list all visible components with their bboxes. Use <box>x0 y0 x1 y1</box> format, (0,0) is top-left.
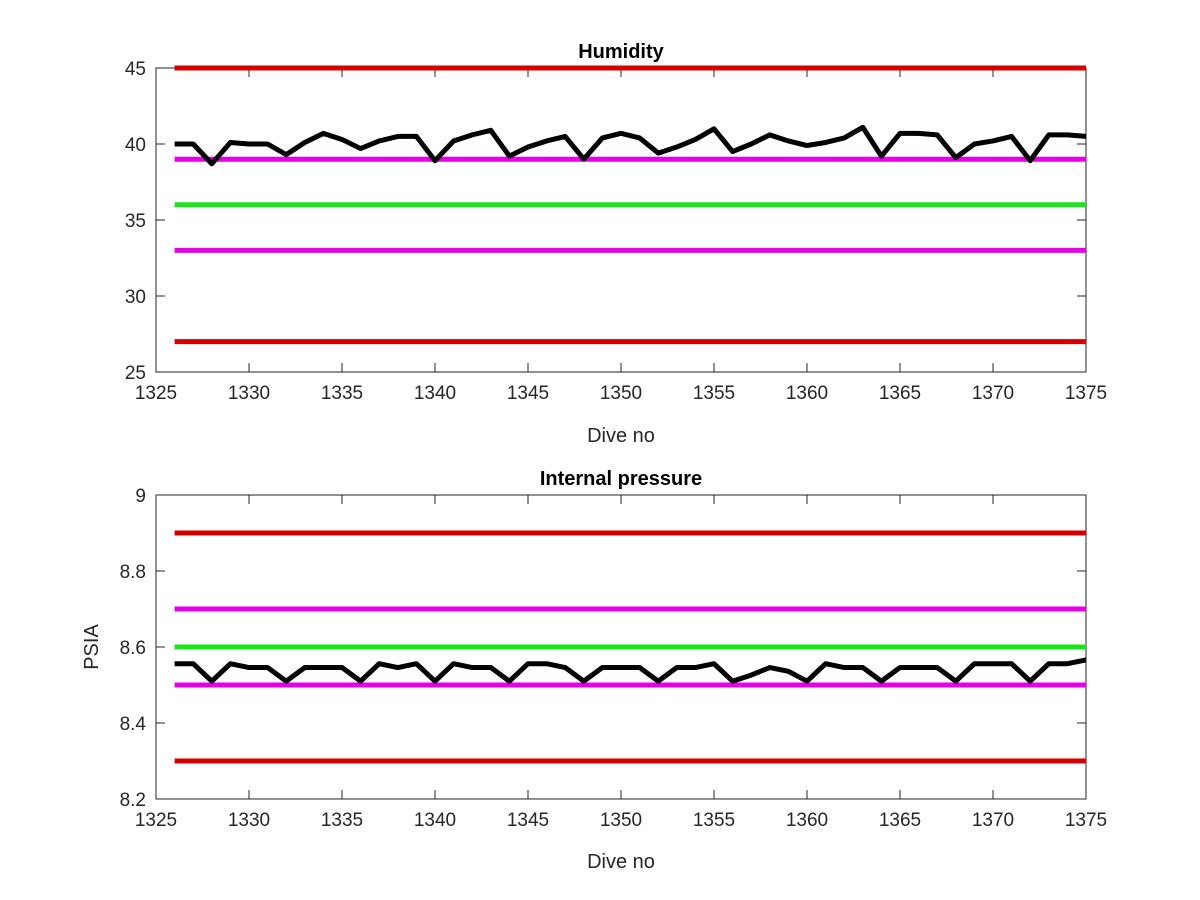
internal-pressure-x-tick-label: 1345 <box>507 810 549 831</box>
humidity-x-tick-label: 1350 <box>600 383 642 404</box>
humidity-y-tick-label: 40 <box>125 135 146 156</box>
internal-pressure-x-tick-label: 1325 <box>135 810 177 831</box>
internal-pressure-x-tick-label: 1330 <box>228 810 270 831</box>
internal-pressure-y-tick-label: 8.2 <box>120 790 146 811</box>
internal-pressure-y-tick-label: 8.6 <box>120 638 146 659</box>
humidity-x-tick-label: 1325 <box>135 383 177 404</box>
internal-pressure-ticks: 1325 1330 1335 1340 1345 1350 1355 1360 1365 1370… <box>120 486 1108 831</box>
humidity-y-tick-label: 30 <box>125 287 146 308</box>
humidity-y-tick-label: 45 <box>125 59 146 80</box>
humidity-x-tick-label: 1360 <box>786 383 828 404</box>
humidity-y-tick-label: 25 <box>125 363 146 384</box>
humidity-x-tick-label: 1370 <box>972 383 1014 404</box>
internal-pressure-y-tick-label: 8.8 <box>120 562 146 583</box>
internal-pressure-x-tick-label: 1360 <box>786 810 828 831</box>
humidity-axes-box <box>155 67 1087 373</box>
humidity-chart: 1325 1330 1335 1340 1345 1350 1355 1360 1365 1370… <box>125 41 1107 447</box>
humidity-x-tick-label: 1330 <box>228 383 270 404</box>
humidity-x-tick-label: 1355 <box>693 383 735 404</box>
humidity-x-tick-label: 1335 <box>321 383 363 404</box>
internal-pressure-x-tick-label: 1340 <box>414 810 456 831</box>
humidity-x-tick-label: 1375 <box>1065 383 1107 404</box>
humidity-x-tick-label: 1365 <box>879 383 921 404</box>
humidity-y-tick-label: 35 <box>125 211 146 232</box>
internal-pressure-y-tick-label: 9 <box>135 486 146 507</box>
internal-pressure-x-tick-label: 1370 <box>972 810 1014 831</box>
internal-pressure-data-line <box>174 657 1087 684</box>
humidity-series <box>174 65 1087 345</box>
internal-pressure-x-tick-label: 1355 <box>693 810 735 831</box>
internal-pressure-x-tick-label: 1375 <box>1065 810 1107 831</box>
internal-pressure-x-tick-label: 1365 <box>879 810 921 831</box>
humidity-title: Humidity <box>578 41 664 63</box>
internal-pressure-title: Internal pressure <box>540 468 702 490</box>
humidity-data-line <box>174 124 1087 167</box>
humidity-x-tick-label: 1340 <box>414 383 456 404</box>
internal-pressure-series <box>174 530 1087 764</box>
internal-pressure-x-tick-label: 1335 <box>321 810 363 831</box>
internal-pressure-x-tick-label: 1350 <box>600 810 642 831</box>
internal-pressure-x-axis-label: Dive no <box>587 851 655 873</box>
internal-pressure-y-tick-label: 8.4 <box>120 714 147 735</box>
humidity-ticks: 1325 1330 1335 1340 1345 1350 1355 1360 1365 1370… <box>125 59 1107 404</box>
internal-pressure-chart: 1325 1330 1335 1340 1345 1350 1355 1360 1365 1370… <box>81 468 1107 873</box>
humidity-x-tick-label: 1345 <box>507 383 549 404</box>
internal-pressure-y-axis-label: PSIA <box>81 624 103 670</box>
humidity-x-axis-label: Dive no <box>587 425 655 447</box>
